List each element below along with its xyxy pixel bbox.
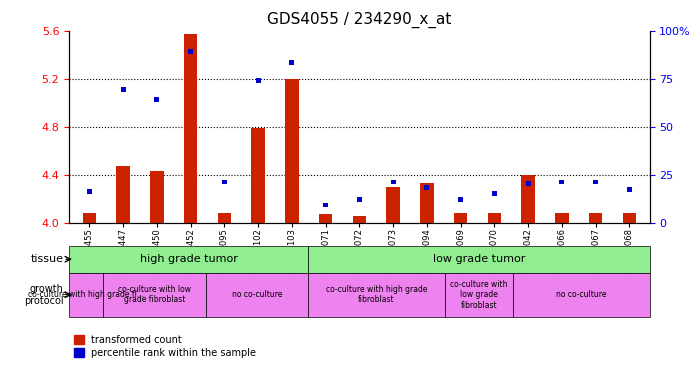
Bar	[218, 213, 231, 223]
Bar	[589, 213, 603, 223]
Bar	[188, 49, 193, 54]
FancyBboxPatch shape	[308, 273, 445, 317]
Bar	[323, 203, 328, 207]
Text: co-culture with
low grade
fibroblast: co-culture with low grade fibroblast	[450, 280, 508, 310]
Bar	[256, 78, 261, 83]
FancyBboxPatch shape	[69, 273, 103, 317]
Legend: transformed count, percentile rank within the sample: transformed count, percentile rank withi…	[74, 335, 256, 358]
Bar	[184, 34, 198, 223]
Text: co-culture with high grade
fibroblast: co-culture with high grade fibroblast	[325, 285, 427, 305]
Bar	[290, 61, 294, 65]
Bar	[492, 191, 497, 196]
Text: high grade tumor: high grade tumor	[140, 254, 238, 264]
Bar	[424, 185, 429, 190]
Bar	[420, 183, 433, 223]
Text: growth
protocol: growth protocol	[23, 284, 64, 306]
FancyBboxPatch shape	[308, 246, 650, 273]
Bar	[526, 182, 531, 186]
FancyBboxPatch shape	[103, 273, 206, 317]
Bar	[386, 187, 400, 223]
Text: no co-culture: no co-culture	[556, 290, 607, 299]
Bar	[252, 128, 265, 223]
Bar	[623, 213, 636, 223]
FancyBboxPatch shape	[206, 273, 308, 317]
FancyBboxPatch shape	[513, 273, 650, 317]
Title: GDS4055 / 234290_x_at: GDS4055 / 234290_x_at	[267, 12, 451, 28]
FancyBboxPatch shape	[445, 273, 513, 317]
Bar	[454, 213, 467, 223]
Bar	[150, 171, 164, 223]
Text: no co-culture: no co-culture	[231, 290, 282, 299]
Bar	[488, 213, 501, 223]
Bar	[319, 214, 332, 223]
Bar	[458, 197, 463, 202]
Bar	[521, 175, 535, 223]
Bar	[87, 189, 92, 194]
Bar	[352, 215, 366, 223]
FancyBboxPatch shape	[69, 246, 308, 273]
Text: co-culture with low
grade fibroblast: co-culture with low grade fibroblast	[118, 285, 191, 305]
Bar	[627, 187, 632, 192]
Bar	[555, 213, 569, 223]
Bar	[357, 197, 362, 202]
Bar	[120, 87, 126, 92]
Bar	[285, 79, 299, 223]
Bar	[83, 213, 96, 223]
Text: co-culture with high grade fi...: co-culture with high grade fi...	[28, 290, 144, 299]
Bar	[559, 179, 565, 184]
Text: low grade tumor: low grade tumor	[433, 254, 525, 264]
Bar	[390, 179, 395, 184]
Bar	[116, 166, 130, 223]
Bar	[593, 179, 598, 184]
Bar	[222, 179, 227, 184]
Bar	[154, 97, 160, 102]
Text: tissue: tissue	[30, 254, 64, 264]
